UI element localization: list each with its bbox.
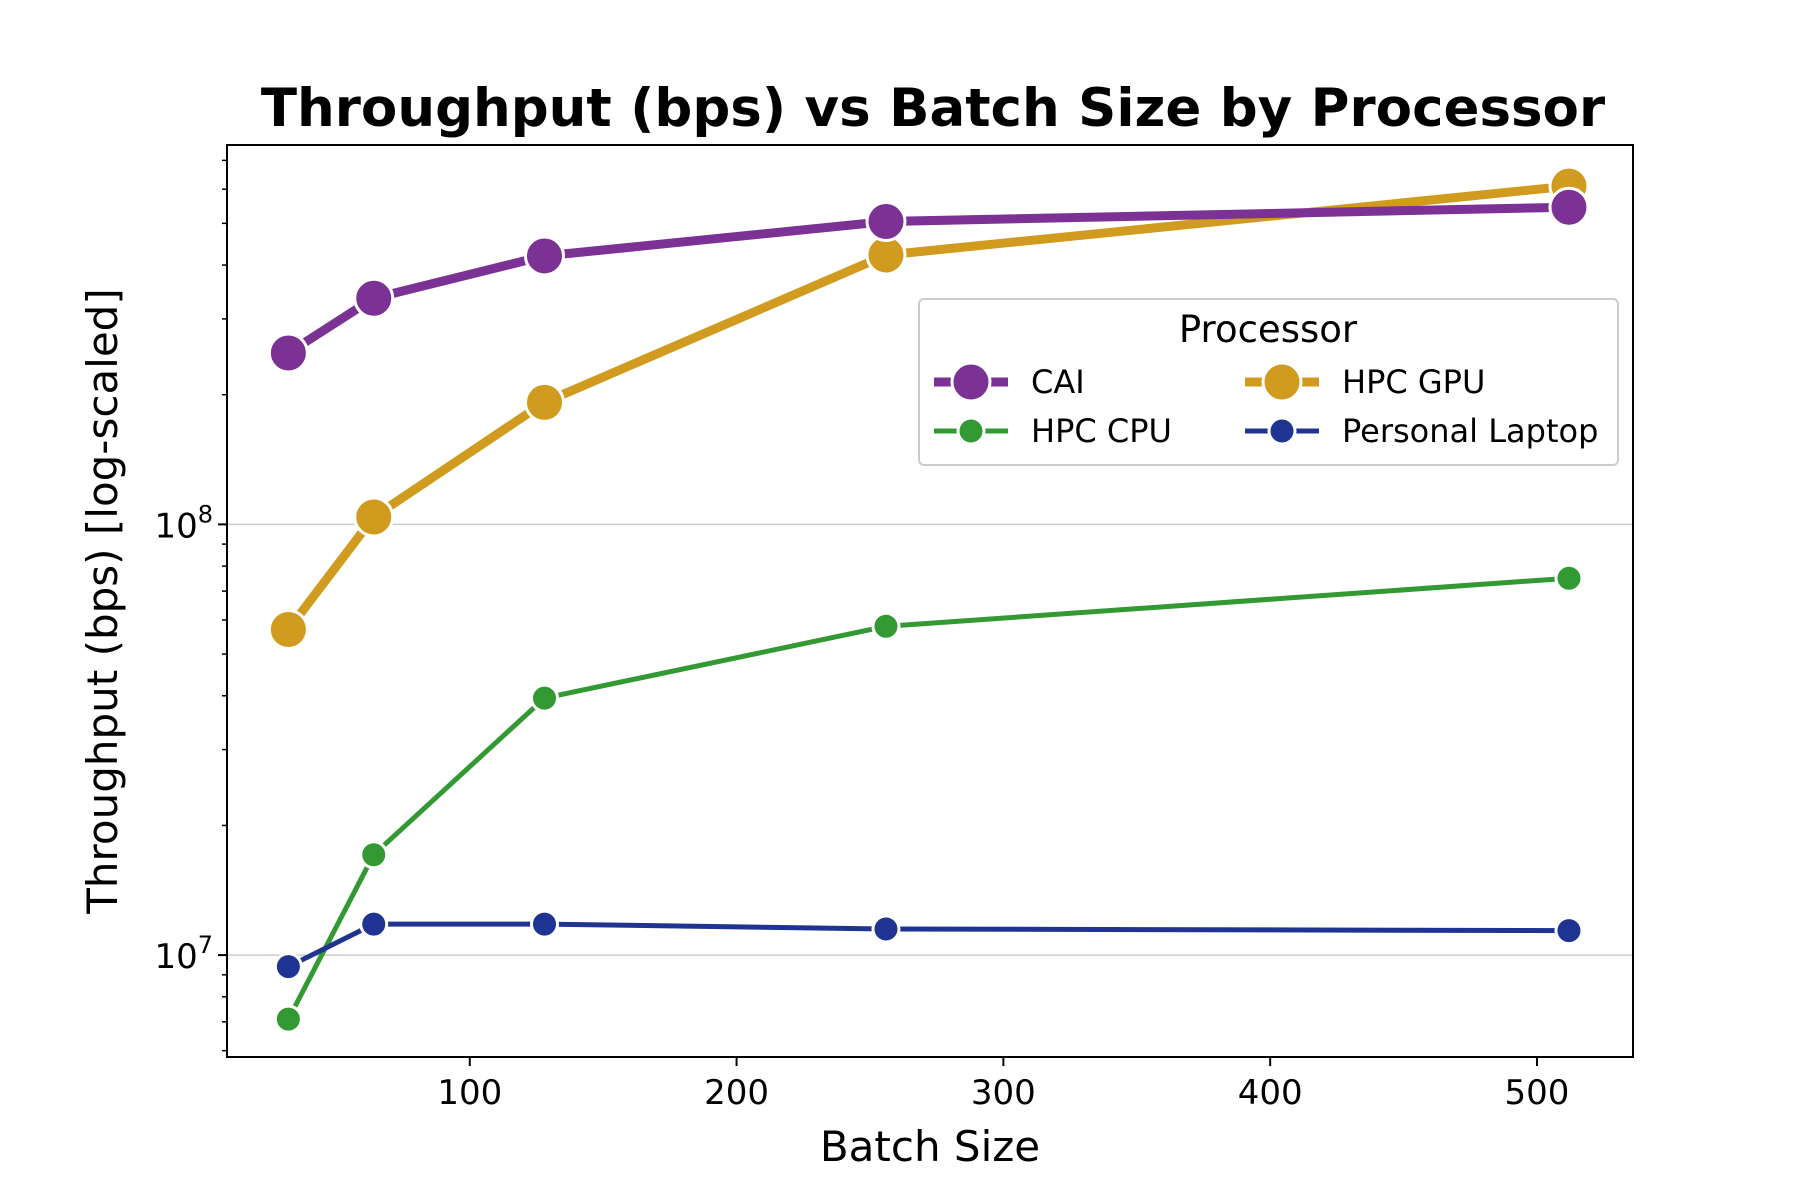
x-tick-label: 400: [1238, 1073, 1303, 1113]
x-axis: 100 200 300 400 500: [437, 1057, 1569, 1113]
data-point-cai: [1548, 186, 1590, 228]
legend-item-personal-laptop: Personal Laptop: [1245, 412, 1598, 450]
legend-swatch-marker: [1261, 361, 1303, 403]
data-point-cai: [523, 235, 565, 277]
y-axis: 107 108: [154, 159, 227, 1052]
chart-title: Throughput (bps) vs Batch Size by Proces…: [261, 78, 1605, 139]
legend-swatch-marker: [950, 361, 992, 403]
legend-item-hpc-cpu: HPC CPU: [934, 412, 1172, 450]
data-point-hpc-cpu: [359, 840, 389, 870]
legend-label: HPC GPU: [1342, 363, 1485, 401]
x-axis-label: Batch Size: [820, 1122, 1040, 1171]
legend: Processor CAI HPC GPU HPC CPU Personal Lapt…: [918, 298, 1619, 466]
x-tick-label: 500: [1505, 1073, 1570, 1113]
legend-item-hpc-gpu: HPC GPU: [1245, 361, 1485, 403]
series-personal-laptop: [273, 909, 1584, 982]
series-line-personal-laptop: [285, 921, 1572, 970]
legend-label: CAI: [1031, 363, 1085, 401]
data-point-cai: [865, 200, 907, 242]
data-point-hpc-cpu: [273, 1004, 303, 1034]
data-point-cai: [353, 277, 395, 319]
data-point-personal-laptop: [359, 909, 389, 939]
legend-item-cai: CAI: [934, 361, 1085, 403]
data-point-hpc-gpu: [523, 381, 565, 423]
plot-frame: [226, 144, 1634, 1058]
data-point-cai: [267, 332, 309, 374]
grid-lines: [227, 523, 1633, 956]
series-line-hpc-cpu: [285, 575, 1572, 1022]
legend-title: Processor: [1179, 308, 1358, 351]
series-hpc-cpu: [273, 563, 1584, 1034]
data-point-personal-laptop: [273, 952, 303, 982]
data-point-personal-laptop: [529, 909, 559, 939]
legend-label: Personal Laptop: [1342, 412, 1598, 450]
data-point-personal-laptop: [1554, 916, 1584, 946]
data-point-personal-laptop: [871, 914, 901, 944]
series-cai: [267, 186, 1590, 374]
data-point-hpc-cpu: [529, 683, 559, 713]
x-tick-label: 100: [437, 1073, 502, 1113]
y-tick-label: 107: [154, 931, 213, 977]
legend-swatch-marker: [956, 416, 986, 446]
data-point-hpc-gpu: [353, 496, 395, 538]
data-point-hpc-cpu: [1554, 563, 1584, 593]
legend-swatch-marker: [1267, 416, 1297, 446]
x-tick-label: 200: [704, 1073, 769, 1113]
series-hpc-gpu: [267, 165, 1590, 651]
data-point-hpc-gpu: [267, 609, 309, 651]
x-tick-label: 300: [971, 1073, 1036, 1113]
y-axis-label: Throughput (bps) [log-scaled]: [78, 288, 127, 914]
legend-label: HPC CPU: [1031, 412, 1172, 450]
y-tick-label: 108: [154, 500, 213, 546]
series-layer: [267, 165, 1590, 1034]
data-point-hpc-cpu: [871, 611, 901, 641]
